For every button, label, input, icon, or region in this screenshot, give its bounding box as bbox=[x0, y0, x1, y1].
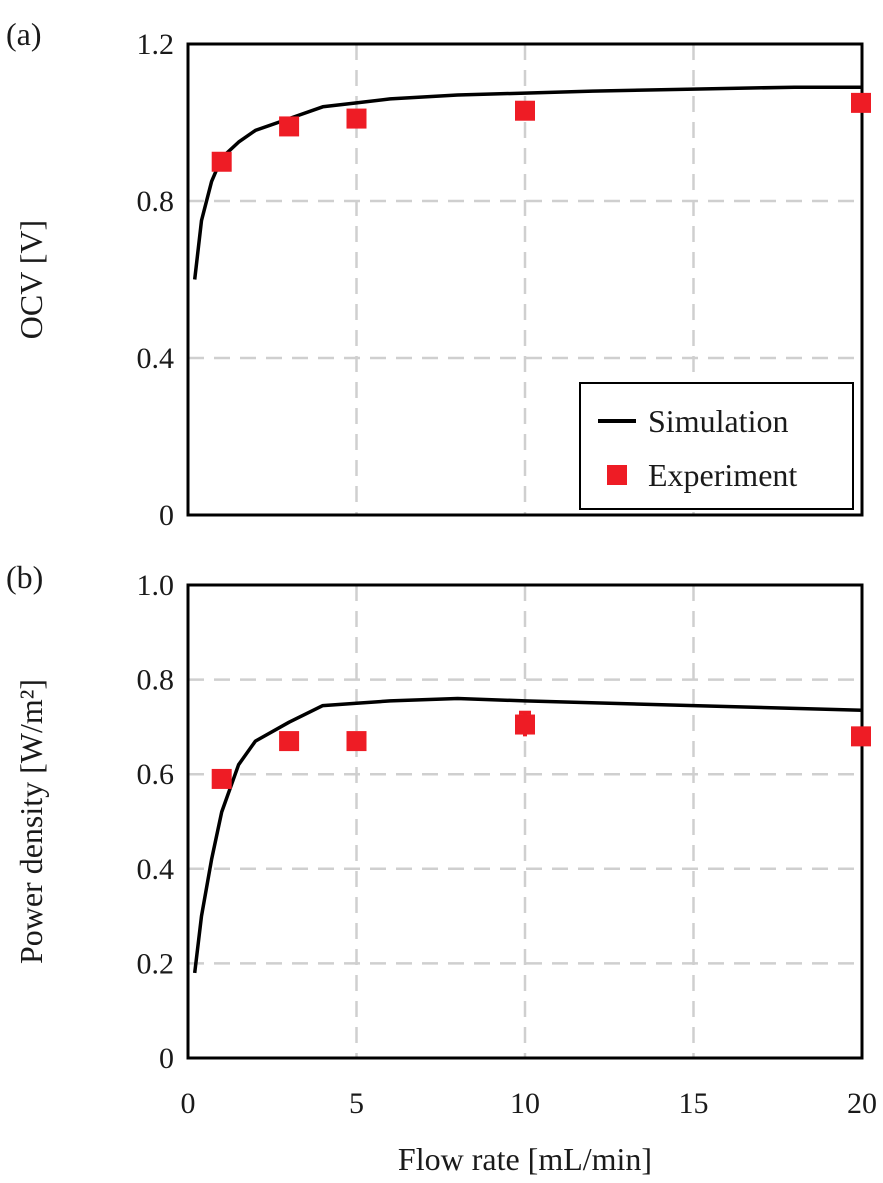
ocv-experiment-point bbox=[279, 116, 300, 137]
power-x-axis-label: Flow rate [mL/min] bbox=[398, 1141, 652, 1177]
ocv-y-tick-label: 0 bbox=[159, 499, 174, 532]
power-y-tick-label: 0.2 bbox=[137, 947, 175, 980]
power-experiment-point bbox=[851, 726, 871, 747]
legend-experiment-swatch bbox=[607, 465, 627, 485]
legend-label-experiment: Experiment bbox=[648, 457, 797, 493]
panel-a-ocv-chart: 0 0.4 0.8 1.2 OCV [V] (a) Simulation Experiment bbox=[6, 16, 871, 532]
power-x-tick-label: 20 bbox=[847, 1087, 877, 1120]
power-simulation-line bbox=[192, 696, 863, 974]
ocv-experiment-point bbox=[346, 108, 367, 129]
power-plot-frame bbox=[186, 583, 864, 1060]
power-y-tick-label: 0.4 bbox=[137, 853, 175, 886]
ocv-experiment-point bbox=[851, 92, 871, 113]
power-experiment-point bbox=[515, 714, 535, 735]
power-y-tick-label: 0 bbox=[159, 1042, 174, 1075]
ocv-experiment-point bbox=[211, 151, 232, 172]
legend-box bbox=[579, 382, 854, 510]
ocv-experiment-point bbox=[515, 100, 535, 121]
power-x-tick-label: 5 bbox=[349, 1087, 364, 1120]
power-x-tick-label: 0 bbox=[181, 1087, 196, 1120]
power-x-tick-label: 15 bbox=[679, 1087, 709, 1120]
power-x-tick-label: 10 bbox=[510, 1087, 540, 1120]
power-experiment-point bbox=[346, 731, 367, 752]
power-y-tick-label: 0.8 bbox=[137, 664, 175, 697]
ocv-y-tick-label: 0.8 bbox=[137, 185, 175, 218]
ocv-panel-label: (a) bbox=[6, 16, 42, 52]
power-y-tick-label: 0.6 bbox=[137, 758, 175, 791]
ocv-y-axis-label: OCV [V] bbox=[13, 220, 49, 339]
ocv-plot-frame bbox=[186, 42, 864, 517]
ocv-legend: Simulation Experiment bbox=[579, 382, 854, 510]
power-experiment-point bbox=[279, 731, 300, 752]
power-y-axis-label: Power density [W/m²] bbox=[13, 679, 49, 964]
ocv-y-tick-label: 1.2 bbox=[137, 28, 175, 61]
legend-label-simulation: Simulation bbox=[648, 403, 788, 439]
ocv-y-tick-label: 0.4 bbox=[137, 342, 175, 375]
power-panel-label: (b) bbox=[6, 559, 43, 595]
panel-b-power-density-chart: 0 0.2 0.4 0.6 0.8 1.0 0 5 10 15 20 Power density [W… bbox=[6, 559, 877, 1177]
power-y-tick-label: 1.0 bbox=[137, 569, 175, 602]
power-experiment-point bbox=[211, 768, 232, 789]
